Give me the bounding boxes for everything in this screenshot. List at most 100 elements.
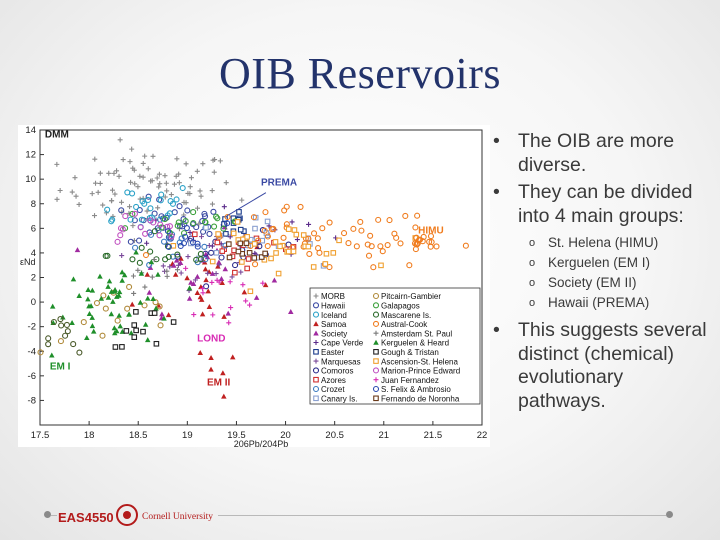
data-point [183,265,189,271]
data-point [266,223,272,229]
data-point [230,230,237,237]
data-point [378,262,384,269]
data-point [153,305,159,311]
bullet-item: • The OIB are more diverse. [492,130,712,177]
data-point [173,196,180,203]
data-point [175,219,182,226]
data-point [164,223,171,230]
bullet-item: • They can be divided into 4 main groups… [492,181,712,228]
y-tick-label: 0 [31,297,36,308]
x-tick-label: 20.5 [325,430,344,441]
data-point [208,354,214,360]
data-point [289,219,295,225]
data-point [62,332,69,339]
data-point [210,208,217,215]
data-point [183,224,190,232]
data-point [112,191,118,197]
data-point [218,276,225,282]
data-point [293,231,300,238]
data-point [86,310,93,316]
sub-bullet-text: Hawaii (PREMA) [548,295,650,310]
data-point [141,302,148,309]
data-point [235,248,242,255]
data-point [237,240,244,247]
data-point [306,221,312,227]
data-point [172,271,179,277]
data-point [216,279,222,285]
data-point [201,213,209,220]
x-tick-label: 18 [84,430,95,441]
data-point [227,234,233,240]
data-point [132,244,139,251]
data-point [194,205,200,211]
footer-divider [218,515,666,516]
y-tick-label: 6 [31,223,36,234]
data-point [130,223,136,229]
data-point [89,191,95,197]
data-point [209,201,215,207]
data-point [57,187,63,193]
data-point [70,341,77,348]
y-tick-label: 14 [25,125,36,136]
legend-marker [312,302,320,309]
legend-marker [312,367,320,374]
data-point [208,366,214,372]
data-point [211,169,217,175]
legend-marker [313,321,319,327]
university-name: Cornell University [142,512,213,522]
data-point [357,218,364,226]
data-point [197,188,203,194]
data-point [247,302,253,308]
data-point [171,209,178,216]
data-point [144,208,150,214]
data-point [413,241,421,248]
data-point [135,184,141,190]
y-tick-label: 10 [25,174,36,185]
data-point [221,204,227,210]
data-point [128,179,134,185]
data-point [57,316,64,323]
data-point [167,264,173,270]
data-point [93,299,101,307]
data-point [116,312,122,318]
data-point [105,283,111,289]
data-point [221,393,227,399]
data-point [165,312,172,318]
data-point [170,319,177,325]
data-point [119,269,125,275]
data-point [180,230,188,237]
data-point [157,322,164,329]
data-point [262,250,268,257]
data-point [194,289,201,295]
data-point [187,184,193,190]
data-point [184,207,191,214]
data-point [131,217,138,224]
data-point [221,313,227,319]
x-tick-label: 17.5 [31,430,50,441]
data-point [99,332,106,339]
data-point [268,255,274,262]
data-point [412,224,419,231]
data-point [69,320,75,326]
data-point [131,290,137,296]
legend-label: Marquesas [321,357,361,366]
data-point [69,189,75,195]
data-point [128,330,135,336]
data-point [193,224,200,231]
data-point [288,308,294,314]
data-point [262,209,269,216]
data-point [118,207,125,214]
data-point [197,350,203,356]
data-point [140,174,146,180]
data-point [121,272,128,278]
data-point [129,190,136,197]
data-point [191,231,198,238]
data-point [294,237,300,243]
data-point [358,227,365,234]
data-point [133,309,139,315]
data-point [93,180,99,186]
data-point [108,218,115,225]
data-point [176,203,183,210]
data-point [297,203,304,210]
data-point [202,219,209,226]
